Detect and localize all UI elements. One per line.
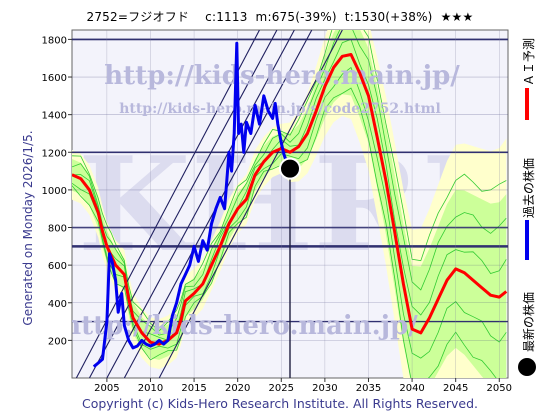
y-tick-label: 1200: [42, 148, 67, 159]
legend-latest-price-label: 最新の株価: [522, 291, 536, 352]
legend-past-price-swatch: [525, 220, 529, 260]
y-tick-label: 800: [48, 224, 67, 235]
y-tick-label: 1400: [42, 111, 67, 122]
generated-date: Generated on Monday 2026/1/5.: [21, 130, 35, 326]
x-tick-label: 2020: [225, 383, 250, 394]
y-tick-label: 1600: [42, 73, 67, 84]
watermark-url: http://kids-hero.main.jp/: [104, 61, 460, 91]
watermark-url-bottom: http://kids-hero.main.jp/: [62, 311, 418, 341]
y-tick-label: 200: [48, 336, 67, 347]
y-tick-label: 600: [48, 261, 67, 272]
forecast-band-line: [72, 87, 507, 378]
forecast-band-inner: [72, 30, 507, 378]
forecast-band-line: [72, 30, 507, 332]
legend-latest-dot-icon: [518, 358, 536, 376]
y-tick-label: 1000: [42, 186, 67, 197]
plot-layer: KHRIhttp://kids-hero.main.jp/http://kids…: [62, 30, 508, 378]
x-tick-label: 2030: [312, 383, 337, 394]
chart-title: 2752=フジオフド c:1113 m:675(-39%) t:1530(+38…: [86, 10, 474, 24]
legend-ai-forecast-label: ＡＩ予測: [522, 37, 536, 86]
legend-past-price-label: 過去の株価: [522, 157, 536, 218]
y-tick-label: 400: [48, 299, 67, 310]
y-tick-label: 1800: [42, 35, 67, 46]
trend-line: [88, 30, 278, 378]
trend-line: [158, 30, 343, 378]
x-tick-label: 2010: [138, 383, 163, 394]
x-tick-label: 2040: [399, 383, 424, 394]
copyright-notice: Copyright (c) Kids-Hero Research Institu…: [81, 396, 479, 411]
legend-ai-forecast-swatch: [525, 88, 529, 120]
x-tick-label: 2050: [487, 383, 512, 394]
x-tick-label: 2015: [181, 383, 206, 394]
x-tick-label: 2035: [356, 383, 381, 394]
series-ai-forecast-line: [72, 53, 508, 346]
current-price-marker: [279, 157, 301, 180]
x-tick-label: 2025: [269, 383, 294, 394]
watermark-url-sub: http://kids-hero.main.jp/s/code2752.html: [119, 101, 441, 117]
series-past-price-line: [92, 41, 292, 368]
x-tick-label: 2005: [94, 383, 119, 394]
trend-line: [106, 30, 295, 378]
x-tick-label: 2045: [443, 383, 468, 394]
